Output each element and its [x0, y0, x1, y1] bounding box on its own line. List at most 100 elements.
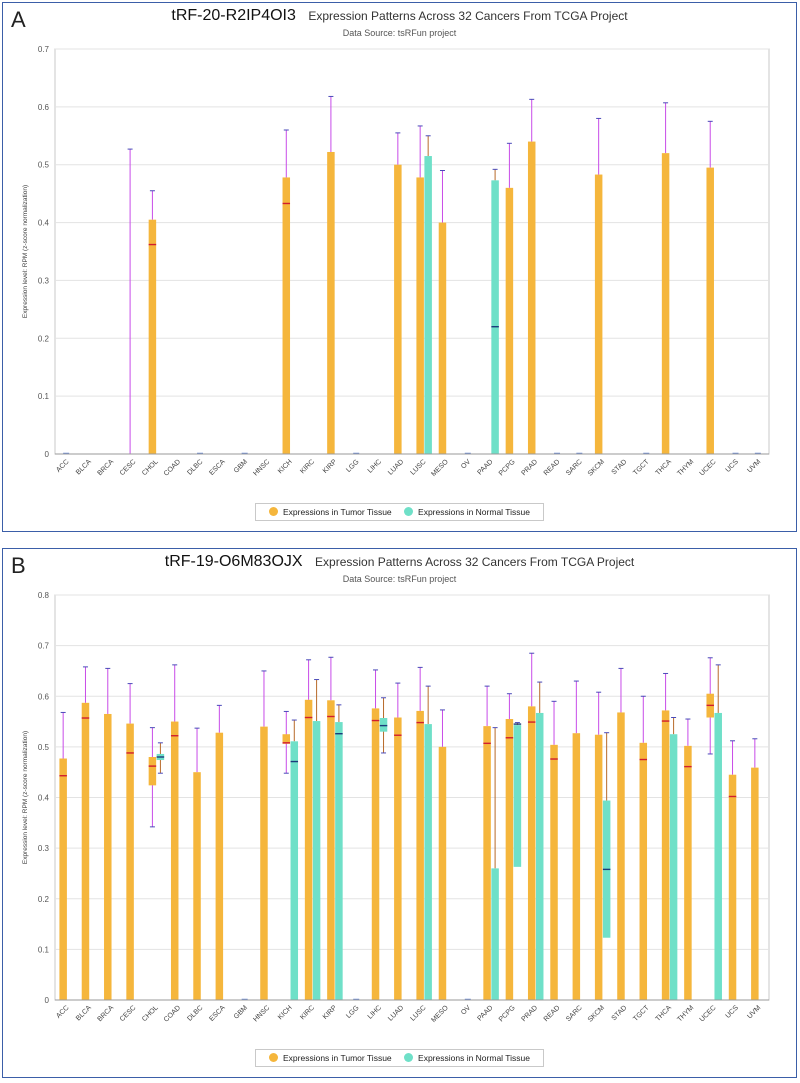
x-tick-label: KICH [277, 458, 294, 475]
normal-bar [491, 868, 499, 1000]
tumor-bar [394, 164, 402, 454]
x-tick-label: LIHC [367, 458, 383, 474]
tumor-bar [81, 702, 90, 1000]
tumor-bar [527, 706, 536, 1000]
x-tick-label: LGG [345, 1004, 360, 1019]
legend-item-normal[interactable]: Expressions in Normal Tissue [404, 507, 530, 517]
y-tick-label: 0.5 [38, 161, 50, 170]
x-tick-label: LUAD [387, 1004, 405, 1022]
normal-bar [513, 725, 522, 867]
trf-name: tRF-20-R2IP4OI3 [171, 7, 296, 24]
tumor-bar [126, 723, 134, 1000]
tumor-bar [661, 710, 670, 1000]
x-tick-label: SKCM [587, 458, 606, 477]
y-axis-label: Expression level: RPM (z-score normaliza… [22, 185, 29, 318]
tumor-bar [438, 222, 447, 454]
x-tick-label: DLBC [186, 458, 204, 476]
tumor-bar [483, 726, 491, 1000]
chart-title: Expression Patterns Across 32 Cancers Fr… [315, 555, 635, 569]
tumor-bar [282, 734, 291, 744]
tumor-bar [394, 717, 402, 1000]
x-tick-label: LUSC [409, 1004, 427, 1022]
legend-item-tumor[interactable]: Expressions in Tumor Tissue [269, 1053, 392, 1063]
x-tick-label: PCPG [498, 1004, 517, 1023]
x-tick-label: DLBC [186, 1004, 204, 1022]
tumor-bar [327, 700, 335, 1000]
x-tick-label: PRAD [520, 1004, 539, 1023]
x-tick-label: READ [543, 1004, 562, 1023]
x-tick-label: PAAD [476, 458, 494, 476]
tumor-bar [572, 733, 581, 1000]
y-tick-label: 0.1 [38, 945, 50, 954]
tumor-bar [505, 187, 514, 454]
x-tick-label: READ [543, 458, 562, 477]
legend-label-normal: Expressions in Normal Tissue [418, 507, 530, 517]
tumor-bar [751, 767, 759, 1000]
x-tick-label: THYM [676, 458, 695, 477]
x-tick-label: UCEC [699, 458, 718, 477]
tumor-bar [304, 699, 313, 1000]
normal-bar [491, 180, 499, 455]
normal-bar [312, 721, 321, 1000]
chart-title: Expression Patterns Across 32 Cancers Fr… [308, 9, 628, 23]
x-tick-label: CESC [119, 458, 138, 477]
y-tick-label: 0.4 [38, 219, 50, 228]
chart-a: 0 0.1 0.2 0.3 0.4 0.5 0.6 0.7 Expression level: … [22, 45, 770, 478]
chart-header: tRF-19-O6M83OJX Expression Patterns Acro… [3, 553, 796, 571]
tumor-bar [617, 712, 625, 1000]
legend-label-normal: Expressions in Normal Tissue [418, 1053, 530, 1063]
normal-bar [424, 156, 432, 455]
x-tick-label: THYM [676, 1004, 695, 1023]
tumor-bar [438, 746, 447, 1000]
normal-swatch [404, 507, 414, 516]
normal-bar [379, 718, 388, 732]
y-tick-label: 0.3 [38, 844, 50, 853]
chart-subtitle: Data Source: tsRFun project [342, 574, 457, 584]
x-tick-label: THCA [655, 458, 674, 477]
legend-label-tumor: Expressions in Tumor Tissue [283, 507, 392, 517]
legend: Expressions in Tumor Tissue Expressions … [3, 502, 796, 521]
x-tick-label: PAAD [476, 1004, 494, 1022]
normal-bar [424, 724, 432, 1000]
y-tick-label: 0 [45, 996, 50, 1005]
y-tick-label: 0.6 [38, 692, 50, 701]
tumor-bar [527, 141, 536, 455]
x-tick-label: PCPG [498, 458, 517, 477]
legend-item-tumor[interactable]: Expressions in Tumor Tissue [269, 507, 392, 517]
y-tick-label: 0.7 [38, 642, 50, 651]
y-tick-label: 0.4 [38, 794, 50, 803]
x-tick-label: PRAD [520, 458, 539, 477]
x-tick-label: KIRC [299, 1004, 316, 1021]
x-tick-label: GBM [233, 458, 249, 474]
x-tick-label: STAD [611, 1004, 629, 1022]
x-tick-label: GBM [233, 1004, 249, 1020]
y-tick-label: 0 [45, 450, 50, 459]
tumor-bar [148, 757, 157, 786]
tumor-bar [594, 734, 603, 1000]
tumor-bar [416, 710, 424, 1000]
tumor-swatch [269, 1053, 278, 1062]
x-tick-label: LIHC [367, 1004, 383, 1020]
x-tick-label: OV [460, 1004, 472, 1016]
tumor-swatch [269, 507, 278, 516]
tumor-bar [505, 719, 514, 1000]
y-tick-label: 0.3 [38, 276, 50, 285]
x-tick-label: CHOL [141, 458, 160, 477]
x-tick-label: SARC [565, 458, 584, 477]
tumor-bar [639, 742, 648, 1000]
y-axis-label: Expression level: RPM (z-score normaliza… [22, 731, 29, 864]
legend-item-normal[interactable]: Expressions in Normal Tissue [404, 1053, 530, 1063]
x-tick-label: MESO [430, 1004, 450, 1024]
x-tick-label: UVM [746, 458, 762, 474]
tumor-bar [661, 153, 670, 454]
legend: Expressions in Tumor Tissue Expressions … [3, 1048, 796, 1067]
x-tick-label: MESO [430, 458, 450, 478]
x-tick-label: ESCA [208, 458, 227, 477]
chart-header: tRF-20-R2IP4OI3 Expression Patterns Acro… [3, 7, 796, 25]
x-tick-label: ESCA [208, 1004, 227, 1023]
tumor-bar [59, 758, 67, 1000]
panel-b: 0 0.1 0.2 0.3 0.4 0.5 0.6 0.7 0.8 Expression leve… [2, 548, 797, 1078]
tumor-bar [327, 151, 335, 454]
tumor-bar [282, 177, 291, 454]
x-tick-label: COAD [163, 1004, 182, 1023]
